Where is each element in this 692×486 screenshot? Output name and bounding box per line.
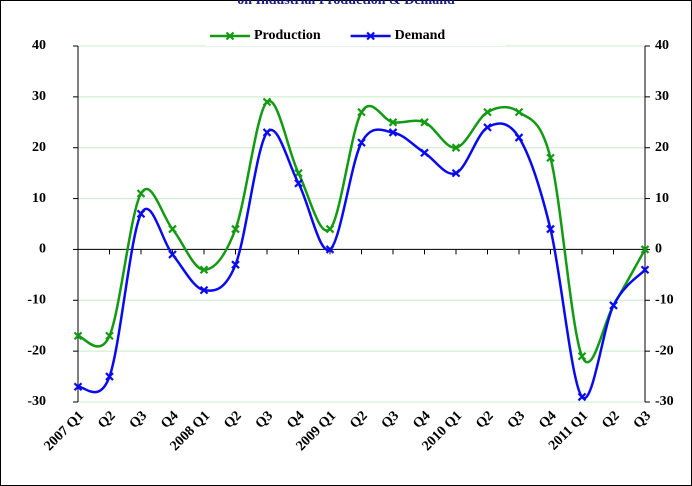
point [514,107,524,117]
y-tick-label: -30 [27,394,46,409]
point [483,107,492,117]
y2-tick-label: -20 [655,343,674,358]
y2-tick-label: -30 [655,394,674,409]
y-tick-label: 0 [39,242,46,257]
point [231,260,240,269]
chart-title: on Industrial Production & Demand [237,0,455,8]
y2-tick-label: -10 [655,293,674,308]
point [546,224,555,234]
point [609,301,618,310]
point [451,168,461,178]
point [420,118,429,127]
point [262,128,272,137]
point [136,189,146,198]
point [105,331,114,341]
point [73,382,83,392]
y2-tick-label: 10 [655,191,669,206]
point [640,245,650,254]
point [577,392,587,402]
point [577,351,587,361]
point [546,153,555,163]
y2-tick-label: 40 [655,38,669,53]
point [231,224,240,234]
legend-marker [225,31,235,41]
point [325,224,335,234]
point [388,118,398,127]
legend-label: Production [254,28,321,43]
point [483,123,492,132]
point [199,265,209,275]
y2-tick-label: 30 [655,89,669,104]
legend-label: Demand [395,28,446,43]
point [325,245,335,254]
point [357,138,366,147]
point [357,107,366,117]
point [105,372,114,381]
point [168,224,177,234]
y-tick-label: 30 [32,89,46,104]
y-tick-label: 40 [32,38,46,53]
y-tick-label: -10 [27,293,46,308]
y2-tick-label: 20 [655,140,669,155]
point [388,128,398,137]
point [136,209,146,219]
legend-marker [366,31,375,41]
y-tick-label: -20 [27,343,46,358]
point [451,143,461,152]
point [168,250,177,259]
y-tick-label: 20 [32,140,46,155]
y2-tick-label: 0 [655,242,662,257]
point [640,265,650,275]
point [73,331,83,341]
series-line [77,122,646,400]
point [514,133,524,142]
point [420,148,429,158]
y-tick-label: 10 [32,191,46,206]
point [262,97,272,107]
point [294,179,303,188]
point [199,285,209,295]
